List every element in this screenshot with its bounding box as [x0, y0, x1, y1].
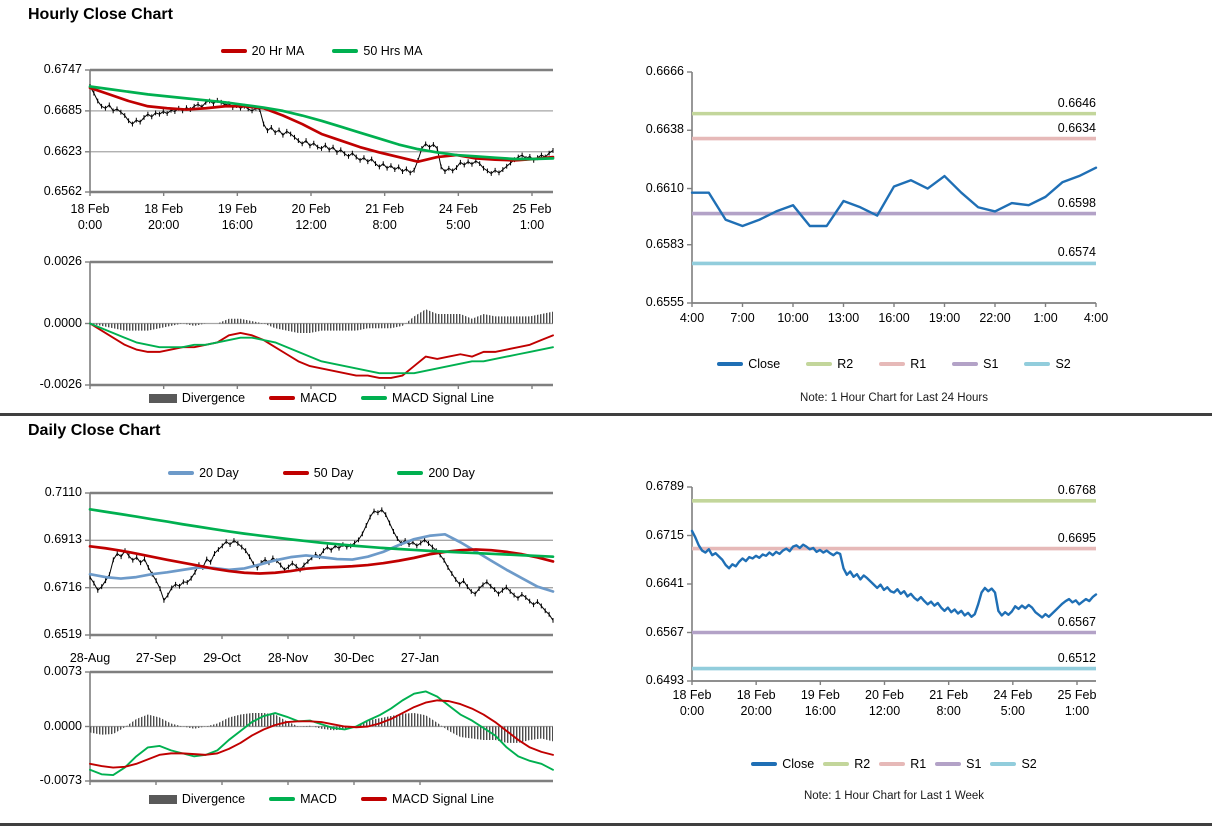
legend-swatch: [168, 471, 195, 475]
daily-price-50-day-series: [88, 544, 555, 575]
legend-item-close: Close: [751, 757, 814, 771]
legend-item-r2: R2: [823, 757, 870, 771]
legend-swatch: [397, 471, 424, 475]
legend-label: S1: [983, 357, 999, 371]
hourly-pivot-legend: Close R2 R1 S1 S2: [692, 357, 1096, 371]
hourly-price-close-series: [89, 85, 554, 175]
hourly-pivot-note: Note: 1 Hour Chart for Last 24 Hours: [800, 392, 988, 404]
hourly-price-20-hr-ma-series: [88, 86, 555, 164]
divergence-bars: [90, 309, 553, 333]
legend-label: 50 Day: [313, 466, 354, 480]
divergence-bars: [90, 713, 553, 743]
legend-swatch: [269, 396, 296, 400]
legend-label: MACD Signal Line: [391, 792, 495, 806]
legend-item-macd-signal-line: MACD Signal Line: [360, 792, 495, 806]
legend-label: Divergence: [181, 391, 246, 405]
legend-label: S2: [1021, 757, 1037, 771]
price-range-bars: [89, 84, 554, 176]
legend-label: R1: [910, 757, 927, 771]
legend-label: 200 Day: [428, 466, 475, 480]
legend-item-close: Close: [717, 357, 780, 371]
legend-label: 20 Day: [199, 466, 239, 480]
legend-swatch: [1024, 362, 1051, 366]
daily-price-close-series: [89, 509, 554, 621]
daily-price-200-day-series: [88, 507, 555, 559]
legend-swatch: [332, 49, 359, 53]
legend-item-macd-signal-line: MACD Signal Line: [360, 391, 495, 405]
daily-price-legend: 20 Day 50 Day 200 Day: [90, 466, 553, 480]
legend-swatch: [148, 794, 177, 804]
daily-price-20-day-series: [88, 532, 555, 593]
legend-item-macd: MACD: [269, 792, 337, 806]
legend-item-r2: R2: [806, 357, 853, 371]
legend-item-s2: S2: [1024, 357, 1071, 371]
hourly-chart-title: Hourly Close Chart: [28, 6, 173, 23]
legend-item-20-day: 20 Day: [168, 466, 239, 480]
daily-macd-legend: Divergence MACD MACD Signal Line: [90, 792, 553, 806]
legend-swatch: [360, 797, 387, 801]
legend-label: 50 Hrs MA: [363, 44, 423, 58]
legend-label: Close: [748, 357, 781, 371]
br-close-close-series: [690, 529, 1098, 619]
legend-label: R2: [854, 757, 871, 771]
legend-label: MACD: [300, 391, 337, 405]
weekly-pivot-legend: Close R2 R1 S1 S2: [692, 757, 1096, 771]
hourly-macd-macd-signal-line-series: [89, 322, 554, 375]
legend-label: S1: [966, 757, 982, 771]
legend-label: MACD Signal Line: [391, 391, 495, 405]
legend-swatch: [823, 762, 850, 766]
legend-swatch: [148, 393, 177, 403]
legend-item-divergence: Divergence: [148, 792, 246, 806]
legend-swatch: [806, 362, 833, 366]
legend-label: R1: [910, 357, 927, 371]
legend-swatch: [751, 762, 778, 766]
legend-swatch: [879, 362, 906, 366]
legend-swatch: [717, 362, 744, 366]
legend-swatch: [990, 762, 1017, 766]
legend-label: 20 Hr MA: [251, 44, 305, 58]
legend-label: MACD: [300, 792, 337, 806]
price-range-bars: [89, 507, 554, 623]
daily-macd-macd-series: [89, 690, 554, 776]
legend-swatch: [282, 471, 309, 475]
legend-item-200-day: 200 Day: [397, 466, 475, 480]
legend-swatch: [220, 49, 247, 53]
daily-macd-macd-signal-line-series: [89, 699, 554, 769]
bottom-divider: [0, 823, 1212, 826]
legend-label: S2: [1055, 357, 1071, 371]
legend-item-r1: R1: [879, 357, 926, 371]
legend-label: Close: [782, 757, 815, 771]
daily-chart-title: Daily Close Chart: [28, 422, 161, 439]
legend-item-macd: MACD: [269, 391, 337, 405]
tr-close-close-series: [690, 166, 1098, 228]
legend-item-s1: S1: [952, 357, 998, 371]
legend-label: Divergence: [181, 792, 246, 806]
legend-item-50-hrs-ma: 50 Hrs MA: [332, 44, 422, 58]
legend-swatch: [360, 396, 387, 400]
legend-item-s1: S1: [935, 757, 981, 771]
legend-item-r1: R1: [879, 757, 926, 771]
legend-item-50-day: 50 Day: [282, 466, 354, 480]
weekly-pivot-note: Note: 1 Hour Chart for Last 1 Week: [803, 790, 985, 802]
legend-item-divergence: Divergence: [148, 391, 246, 405]
legend-swatch: [952, 362, 979, 366]
hourly-macd-macd-series: [89, 322, 554, 379]
hourly-price-legend: 20 Hr MA 50 Hrs MA: [90, 44, 553, 58]
section-divider: [0, 413, 1212, 416]
legend-swatch: [935, 762, 962, 766]
legend-swatch: [879, 762, 906, 766]
hourly-macd-legend: Divergence MACD MACD Signal Line: [90, 391, 553, 405]
hourly-price-50-hrs-ma-series: [88, 85, 555, 161]
legend-label: R2: [837, 357, 854, 371]
legend-swatch: [269, 797, 296, 801]
legend-item-20-hr-ma: 20 Hr MA: [220, 44, 305, 58]
legend-item-s2: S2: [990, 757, 1037, 771]
